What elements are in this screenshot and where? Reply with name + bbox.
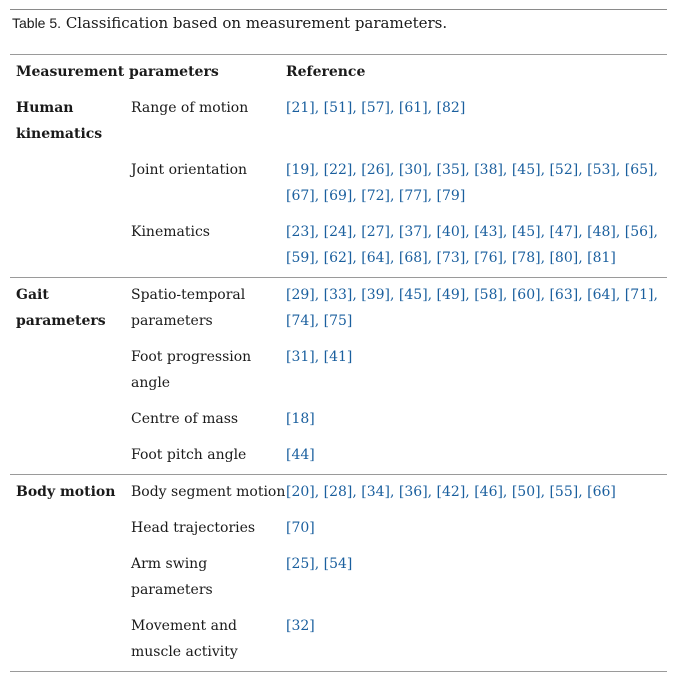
- reference-links[interactable]: [29], [33], [39], [45], [49], [58], [60]…: [286, 287, 658, 329]
- parameter-label: Head trajectories: [131, 520, 256, 536]
- group-divider: [10, 277, 667, 278]
- reference-links[interactable]: [25], [54]: [286, 556, 353, 572]
- reference-links[interactable]: [70]: [286, 520, 315, 536]
- column-header-reference: Reference: [286, 64, 366, 80]
- reference-links[interactable]: [18]: [286, 411, 315, 427]
- group-label-human-kinematics: Human kinematics: [16, 100, 103, 142]
- group-label-body-motion: Body motion: [16, 484, 116, 500]
- reference-links[interactable]: [31], [41]: [286, 349, 353, 365]
- reference-links[interactable]: [20], [28], [34], [36], [42], [46], [50]…: [286, 484, 616, 500]
- reference-links[interactable]: [19], [22], [26], [30], [35], [38], [45]…: [286, 162, 658, 204]
- parameter-label: Foot pitch angle: [131, 447, 247, 463]
- parameter-label: Arm swing parameters: [131, 556, 213, 598]
- reference-links[interactable]: [32]: [286, 618, 315, 634]
- parameter-label: Kinematics: [131, 224, 210, 240]
- group-label-gait-parameters: Gait parameters: [16, 287, 106, 329]
- parameter-label: Movement and muscle activity: [131, 618, 238, 660]
- reference-links[interactable]: [23], [24], [27], [37], [40], [43], [45]…: [286, 224, 658, 266]
- parameter-label: Range of motion: [131, 100, 249, 116]
- table-label: Table 5.: [12, 15, 62, 31]
- reference-links[interactable]: [44]: [286, 447, 315, 463]
- parameter-label: Joint orientation: [131, 162, 248, 178]
- parameter-label: Centre of mass: [131, 411, 239, 427]
- table-caption: Table 5. Classification based on measure…: [12, 13, 447, 33]
- reference-links[interactable]: [21], [51], [57], [61], [82]: [286, 100, 466, 116]
- table-title: Classification based on measurement para…: [65, 14, 448, 32]
- table-bottom-rule: [10, 671, 667, 672]
- group-divider: [10, 474, 667, 475]
- parameter-label: Body segment motion: [131, 484, 286, 500]
- parameter-label: Foot progression angle: [131, 349, 252, 391]
- parameter-label: Spatio-temporal parameters: [131, 287, 246, 329]
- header-top-rule: [10, 54, 667, 55]
- table-top-rule: [10, 9, 667, 10]
- column-header-parameters: Measurement parameters: [16, 64, 219, 80]
